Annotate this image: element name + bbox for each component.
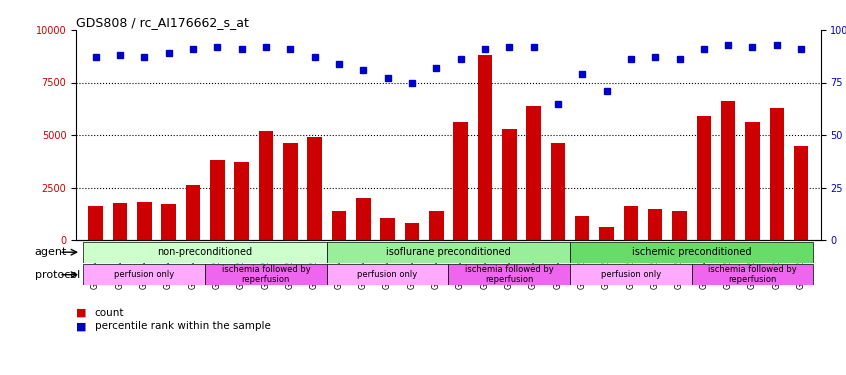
Bar: [404, 223, 419, 240]
Bar: [84, 242, 327, 262]
Bar: [745, 122, 760, 240]
Bar: [692, 264, 813, 285]
Bar: [259, 131, 273, 240]
Text: protocol: protocol: [35, 270, 80, 280]
Bar: [570, 264, 692, 285]
Text: ischemia followed by
reperfusion: ischemia followed by reperfusion: [222, 265, 310, 284]
Bar: [478, 55, 492, 240]
Bar: [185, 185, 201, 240]
Text: GDS808 / rc_AI176662_s_at: GDS808 / rc_AI176662_s_at: [76, 16, 249, 29]
Bar: [327, 242, 570, 262]
Bar: [327, 264, 448, 285]
Bar: [648, 209, 662, 240]
Bar: [113, 203, 127, 240]
Text: ■: ■: [76, 321, 86, 331]
Bar: [502, 129, 517, 240]
Bar: [137, 202, 151, 240]
Bar: [88, 206, 103, 240]
Text: ischemia followed by
reperfusion: ischemia followed by reperfusion: [708, 265, 797, 284]
Text: percentile rank within the sample: percentile rank within the sample: [95, 321, 271, 331]
Text: non-preconditioned: non-preconditioned: [157, 247, 253, 257]
Bar: [794, 146, 809, 240]
Text: ischemia followed by
reperfusion: ischemia followed by reperfusion: [464, 265, 553, 284]
Bar: [599, 227, 614, 240]
Text: ischemic preconditioned: ischemic preconditioned: [632, 247, 751, 257]
Text: perfusion only: perfusion only: [114, 270, 174, 279]
Bar: [526, 106, 541, 240]
Bar: [234, 162, 249, 240]
Bar: [448, 264, 570, 285]
Bar: [429, 211, 443, 240]
Text: isoflurane preconditioned: isoflurane preconditioned: [386, 247, 511, 257]
Bar: [696, 116, 711, 240]
Text: perfusion only: perfusion only: [601, 270, 661, 279]
Bar: [673, 211, 687, 240]
Bar: [283, 143, 298, 240]
Text: ■: ■: [76, 308, 86, 318]
Text: agent: agent: [35, 247, 67, 257]
Bar: [205, 264, 327, 285]
Bar: [551, 143, 565, 240]
Bar: [307, 137, 321, 240]
Bar: [624, 206, 638, 240]
Bar: [770, 108, 784, 240]
Bar: [380, 218, 395, 240]
Bar: [721, 101, 735, 240]
Bar: [575, 216, 590, 240]
Bar: [84, 264, 205, 285]
Bar: [210, 160, 224, 240]
Bar: [453, 122, 468, 240]
Bar: [356, 198, 371, 240]
Bar: [332, 211, 346, 240]
Bar: [162, 204, 176, 240]
Text: perfusion only: perfusion only: [357, 270, 418, 279]
Text: count: count: [95, 308, 124, 318]
Bar: [570, 242, 813, 262]
